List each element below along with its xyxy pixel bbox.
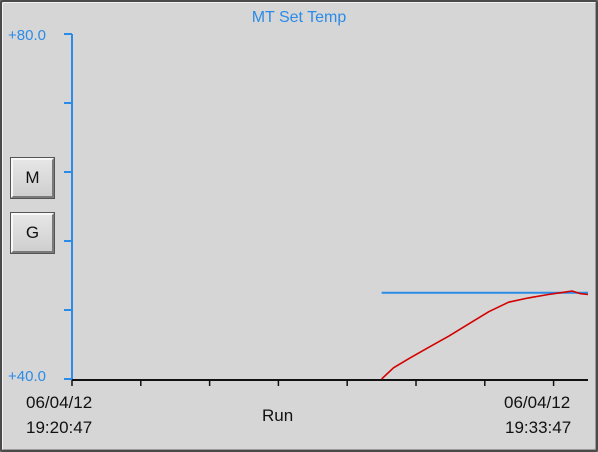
x-axis-ticks	[71, 380, 555, 386]
y-axis-ticks	[64, 33, 72, 380]
g-button[interactable]: G	[10, 212, 55, 254]
x-axis-end-time: 19:33:47	[505, 418, 572, 437]
x-axis-start-time: 19:20:47	[26, 418, 93, 437]
x-axis-end-date: 06/04/12	[504, 393, 571, 412]
x-axis-start-date: 06/04/12	[26, 393, 93, 412]
chart-title: MT Set Temp	[251, 9, 347, 26]
run-status-label: Run	[262, 406, 294, 425]
m-button[interactable]: M	[10, 157, 55, 199]
y-axis-max-label: +80.0	[8, 27, 46, 44]
series-lines	[381, 290, 589, 380]
y-axis-min-label: +40.0	[8, 368, 46, 385]
measured-series-line	[381, 290, 589, 380]
plot-axes	[71, 34, 588, 381]
